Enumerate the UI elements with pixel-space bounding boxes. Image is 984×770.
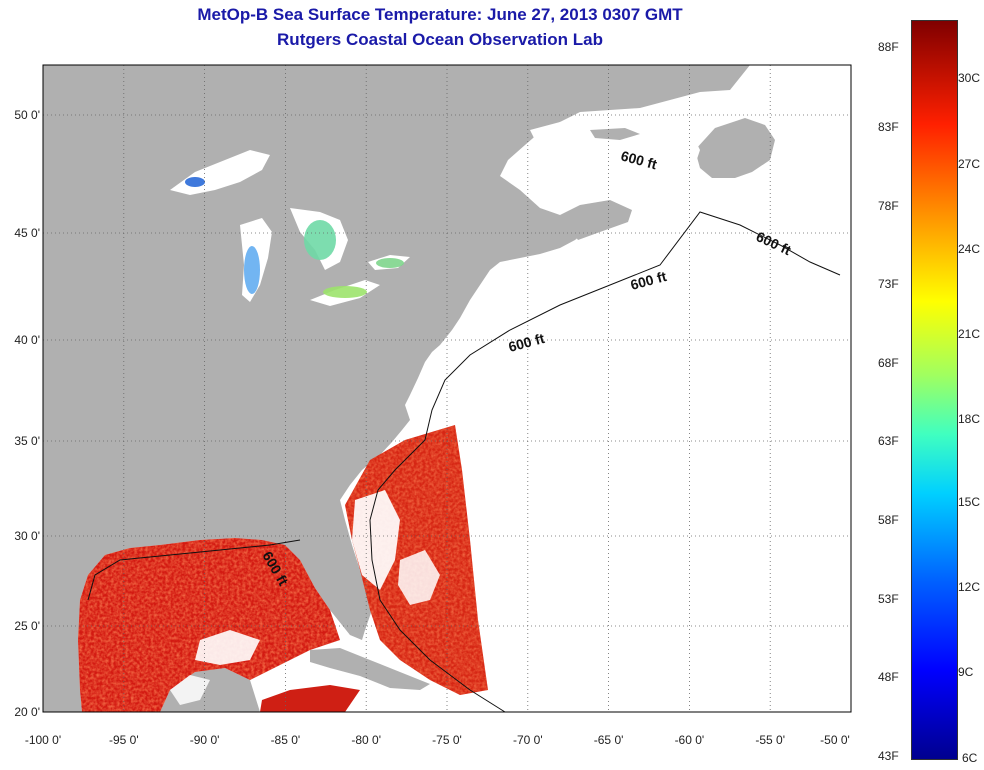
colorbar-c-label: 21C — [958, 327, 981, 341]
colorbar-c-label: 6C — [962, 751, 978, 765]
lon-tick-label: -85 0' — [271, 733, 301, 747]
lat-tick-label: 35 0' — [14, 434, 40, 448]
lon-tick-label: -60 0' — [675, 733, 705, 747]
colorbar-c-label: 24C — [958, 242, 981, 256]
lat-tick-label: 20 0' — [14, 705, 40, 719]
gulf-st-lawrence — [530, 112, 700, 200]
lon-tick-label: -55 0' — [755, 733, 785, 747]
sst-lake-superior — [185, 177, 205, 187]
sst-lake-erie — [323, 286, 367, 298]
isobath-600ft — [369, 211, 841, 713]
land-newfoundland — [695, 118, 775, 178]
map-border — [42, 64, 852, 713]
colorbar-f-label: 58F — [878, 513, 899, 527]
lon-tick-label: -50 0' — [820, 733, 850, 747]
colorbar-c-label: 27C — [958, 157, 981, 171]
lat-tick-label: 50 0' — [14, 108, 40, 122]
colorbar-f-label: 83F — [878, 120, 899, 134]
lat-tick-label: 40 0' — [14, 333, 40, 347]
sst-map: 600 ft 600 ft 600 ft 600 ft 600 ft 50 0'… — [14, 64, 852, 747]
lat-tick-label: 30 0' — [14, 529, 40, 543]
sst-lake-huron — [304, 220, 336, 260]
sst-lake-ontario — [376, 258, 404, 268]
lon-tick-label: -65 0' — [594, 733, 624, 747]
colorbar-c-label: 30C — [958, 71, 981, 85]
lat-tick-label: 45 0' — [14, 226, 40, 240]
colorbar-c-label: 12C — [958, 580, 981, 594]
colorbar-f-label: 43F — [878, 749, 899, 763]
lon-tick-label: -90 0' — [190, 733, 220, 747]
colorbar-c-label: 9C — [958, 665, 974, 679]
colorbar-f-label: 48F — [878, 670, 899, 684]
colorbar-c-label: 15C — [958, 495, 981, 509]
colorbar-c-label: 18C — [958, 412, 981, 426]
title-line-1: MetOp-B Sea Surface Temperature: June 27… — [197, 5, 683, 24]
colorbar-f-label: 88F — [878, 40, 899, 54]
colorbar-f-label: 73F — [878, 277, 899, 291]
lon-tick-label: -95 0' — [109, 733, 139, 747]
lon-tick-label: -100 0' — [25, 733, 61, 747]
lat-tick-label: 25 0' — [14, 619, 40, 633]
land-nova-scotia — [560, 200, 632, 240]
colorbar-f-label: 63F — [878, 434, 899, 448]
colorbar — [911, 20, 958, 760]
colorbar-f-label: 78F — [878, 199, 899, 213]
lon-tick-label: -70 0' — [513, 733, 543, 747]
colorbar-f-label: 53F — [878, 592, 899, 606]
land-florida — [300, 540, 368, 640]
lon-tick-label: -75 0' — [432, 733, 462, 747]
anticosti-island — [590, 128, 640, 140]
lon-tick-label: -80 0' — [351, 733, 381, 747]
land-cuba — [310, 648, 430, 690]
map-grid — [43, 65, 851, 712]
colorbar-f-label: 68F — [878, 356, 899, 370]
title-line-2: Rutgers Coastal Ocean Observation Lab — [277, 30, 603, 49]
sst-lake-michigan — [244, 246, 260, 294]
